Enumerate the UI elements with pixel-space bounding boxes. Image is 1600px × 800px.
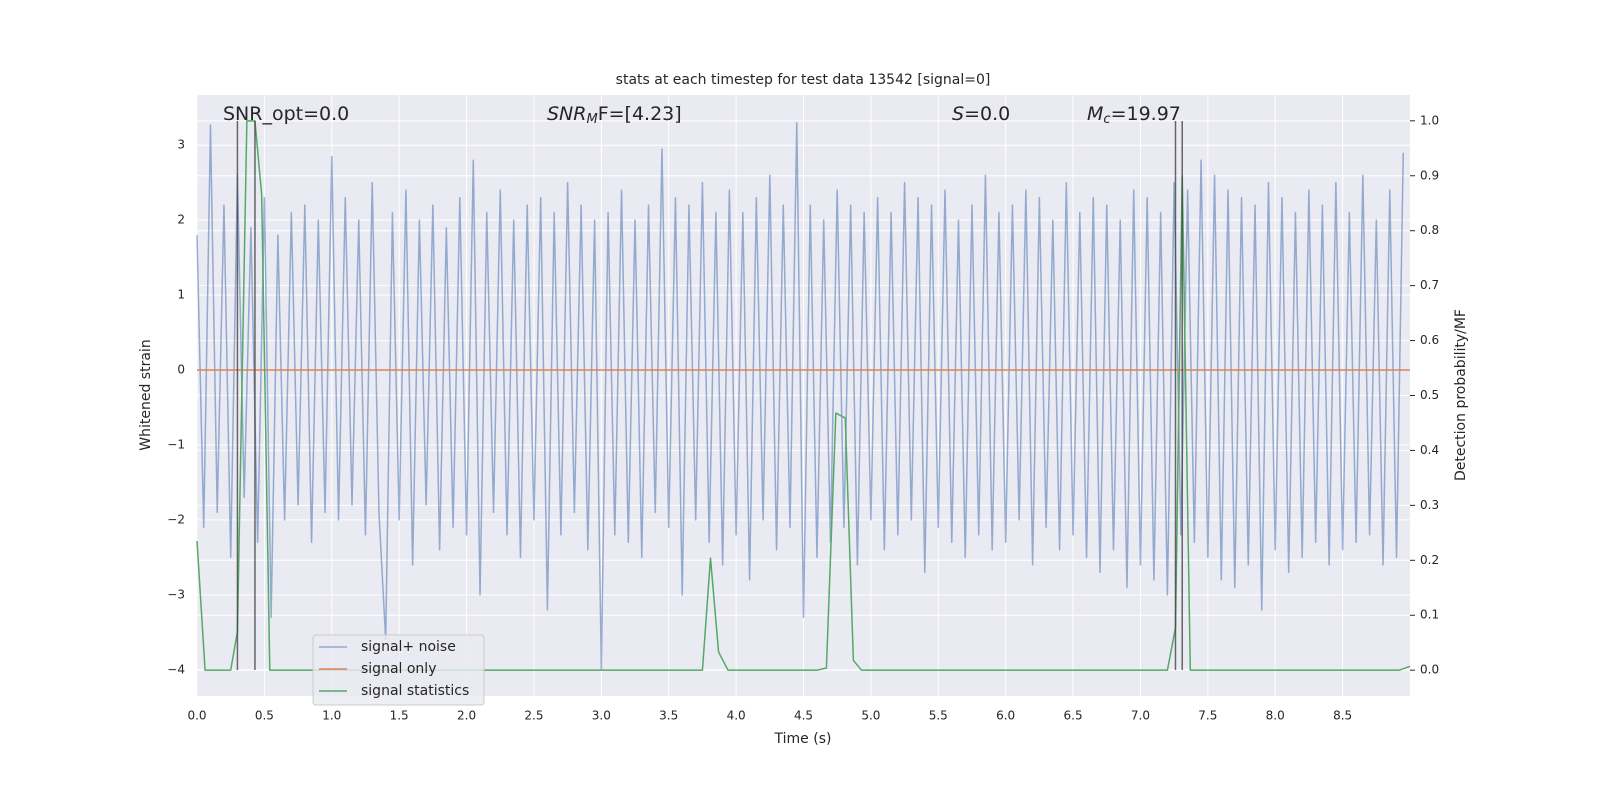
y2-tick-label: 1.0	[1420, 113, 1439, 127]
annotation-text: =0.0	[964, 103, 1010, 125]
x-tick-label: 4.0	[727, 709, 746, 723]
y2-tick-label: 0.9	[1420, 168, 1439, 182]
y-tick-label: 2	[177, 213, 185, 227]
annotation-text: SNR_opt=0.0	[223, 103, 349, 125]
legend-box	[312, 634, 485, 706]
y-tick-label: 1	[177, 288, 185, 302]
y-tick-label: −2	[167, 512, 185, 526]
legend-label: signal only	[361, 661, 436, 677]
x-tick-label: 8.0	[1266, 709, 1285, 723]
y-axis-label: Whitened strain	[138, 339, 154, 450]
y2-tick-label: 0.3	[1420, 498, 1439, 512]
y2-tick-label: 0.1	[1420, 608, 1439, 622]
x-tick-label: 0.5	[255, 709, 274, 723]
y-tick-label: −1	[167, 437, 185, 451]
x-tick-label: 1.0	[322, 709, 341, 723]
y2-tick-label: 0.8	[1420, 223, 1439, 237]
x-tick-label: 8.5	[1333, 709, 1352, 723]
x-tick-label: 5.5	[929, 709, 948, 723]
x-tick-label: 2.5	[524, 709, 543, 723]
x-tick-label: 6.5	[1064, 709, 1083, 723]
x-tick-label: 4.5	[794, 709, 813, 723]
series-line	[196, 120, 1411, 671]
y2-tick-label: 0.5	[1420, 388, 1439, 402]
y2-tick-label: 0.4	[1420, 443, 1439, 457]
x-tick-label: 7.0	[1131, 709, 1150, 723]
annotation: SNR_opt=0.0	[223, 103, 349, 125]
annotation: S=0.0	[952, 103, 1010, 125]
annotation: Mc=19.97	[1087, 103, 1181, 127]
x-tick-label: 7.5	[1198, 709, 1217, 723]
y-tick-label: −3	[167, 587, 185, 601]
x-tick-label: 3.5	[659, 709, 678, 723]
y2-tick-label: 0.6	[1420, 333, 1439, 347]
legend-label: signal statistics	[361, 683, 469, 699]
annotation-subscript: M	[586, 112, 597, 127]
legend-label: signal+ noise	[361, 639, 456, 655]
marks	[196, 120, 1411, 671]
x-tick-label: 2.0	[457, 709, 476, 723]
y2-tick-label: 0.7	[1420, 278, 1439, 292]
x-tick-label: 5.0	[861, 709, 880, 723]
x-tick-label: 1.5	[390, 709, 409, 723]
y2-tick-label: 0.0	[1420, 663, 1439, 677]
annotation-text: S	[952, 103, 964, 125]
chart-title: stats at each timestep for test data 135…	[616, 72, 991, 88]
annotation-text: =19.97	[1111, 103, 1181, 125]
annotation-text: SNR	[547, 103, 586, 125]
x-tick-label: 0.0	[187, 709, 206, 723]
x-axis-label: Time (s)	[774, 731, 832, 747]
annotation-subscript: c	[1103, 112, 1110, 127]
y-tick-label: 0	[177, 363, 185, 377]
annotation: SNRMF=[4.23]	[547, 103, 682, 127]
y-tick-label: 3	[177, 138, 185, 152]
x-tick-label: 3.0	[592, 709, 611, 723]
annotation-text: M	[1087, 103, 1103, 125]
y-tick-label: −4	[167, 662, 185, 676]
annotation-text: F=[4.23]	[598, 103, 682, 125]
y2-axis-label: Detection probability/MF	[1453, 309, 1469, 481]
x-tick-label: 6.0	[996, 709, 1015, 723]
y2-tick-label: 0.2	[1420, 553, 1439, 567]
